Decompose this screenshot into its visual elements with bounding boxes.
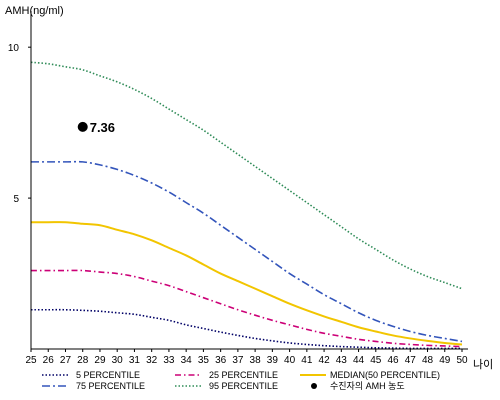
- x-tick-label: 49: [439, 355, 451, 366]
- x-tick-label: 26: [43, 355, 55, 366]
- y-axis-title: AMH(ng/ml): [5, 5, 64, 17]
- y-tick-label: 10: [8, 43, 20, 54]
- x-tick-label: 34: [181, 355, 193, 366]
- x-tick-label: 47: [405, 355, 417, 366]
- y-tick-labels: 5 10: [8, 43, 31, 205]
- legend: 5 PERCENTILE 25 PERCENTILE MEDIAN(50 PERCE…: [42, 370, 440, 391]
- series-line-1: [30, 308, 462, 350]
- x-tick-label: 28: [77, 355, 89, 366]
- x-tick-label: 50: [456, 355, 468, 366]
- x-tick-label: 35: [198, 355, 210, 366]
- series-line-2: [31, 269, 463, 348]
- x-tick-label: 32: [146, 355, 158, 366]
- x-tick-label: 29: [94, 355, 106, 366]
- x-tick-label: 25: [25, 355, 37, 366]
- legend-label-4: 75 PERCENTILE: [76, 381, 145, 391]
- x-tick-label: 46: [387, 355, 399, 366]
- x-tick-label: 37: [232, 355, 244, 366]
- x-tick-label: 38: [250, 355, 262, 366]
- y-tick-label: 5: [13, 194, 19, 205]
- x-tick-label: 42: [319, 355, 331, 366]
- plot-area: 7.36: [30, 61, 463, 350]
- x-tick-label: 30: [112, 355, 124, 366]
- x-tick-label: 40: [284, 355, 296, 366]
- legend-label-1: 5 PERCENTILE: [76, 370, 140, 380]
- x-tick-label: 39: [267, 355, 279, 366]
- legend-label-5: 95 PERCENTILE: [209, 381, 278, 391]
- x-tick-labels: 25 26 27 28 29 30 31 32 33 34 35 36 37 38 39 40 41 42 43 44…: [25, 349, 468, 366]
- x-tick-label: 36: [215, 355, 227, 366]
- x-tick-label: 48: [422, 355, 434, 366]
- series-line-5: [30, 61, 463, 290]
- axes: [30, 11, 468, 350]
- x-tick-label: 41: [301, 355, 313, 366]
- legend-label-3: MEDIAN(50 PERCENTILE): [330, 370, 440, 380]
- series-line-4: [31, 160, 463, 343]
- x-tick-label: 31: [129, 355, 141, 366]
- legend-label-2: 25 PERCENTILE: [209, 370, 278, 380]
- patient-amh-point: [77, 121, 88, 132]
- x-tick-label: 44: [353, 355, 365, 366]
- legend-point-label: 수진자의 AMH 농도: [330, 381, 405, 391]
- x-tick-label: 43: [336, 355, 348, 366]
- x-tick-label: 45: [370, 355, 382, 366]
- x-axis-title: 나이: [473, 358, 493, 371]
- patient-amh-value-label: 7.36: [90, 120, 115, 135]
- legend-point-marker: [311, 383, 317, 389]
- series-line-3: [31, 221, 463, 346]
- x-tick-label: 27: [60, 355, 72, 366]
- x-tick-label: 33: [163, 355, 175, 366]
